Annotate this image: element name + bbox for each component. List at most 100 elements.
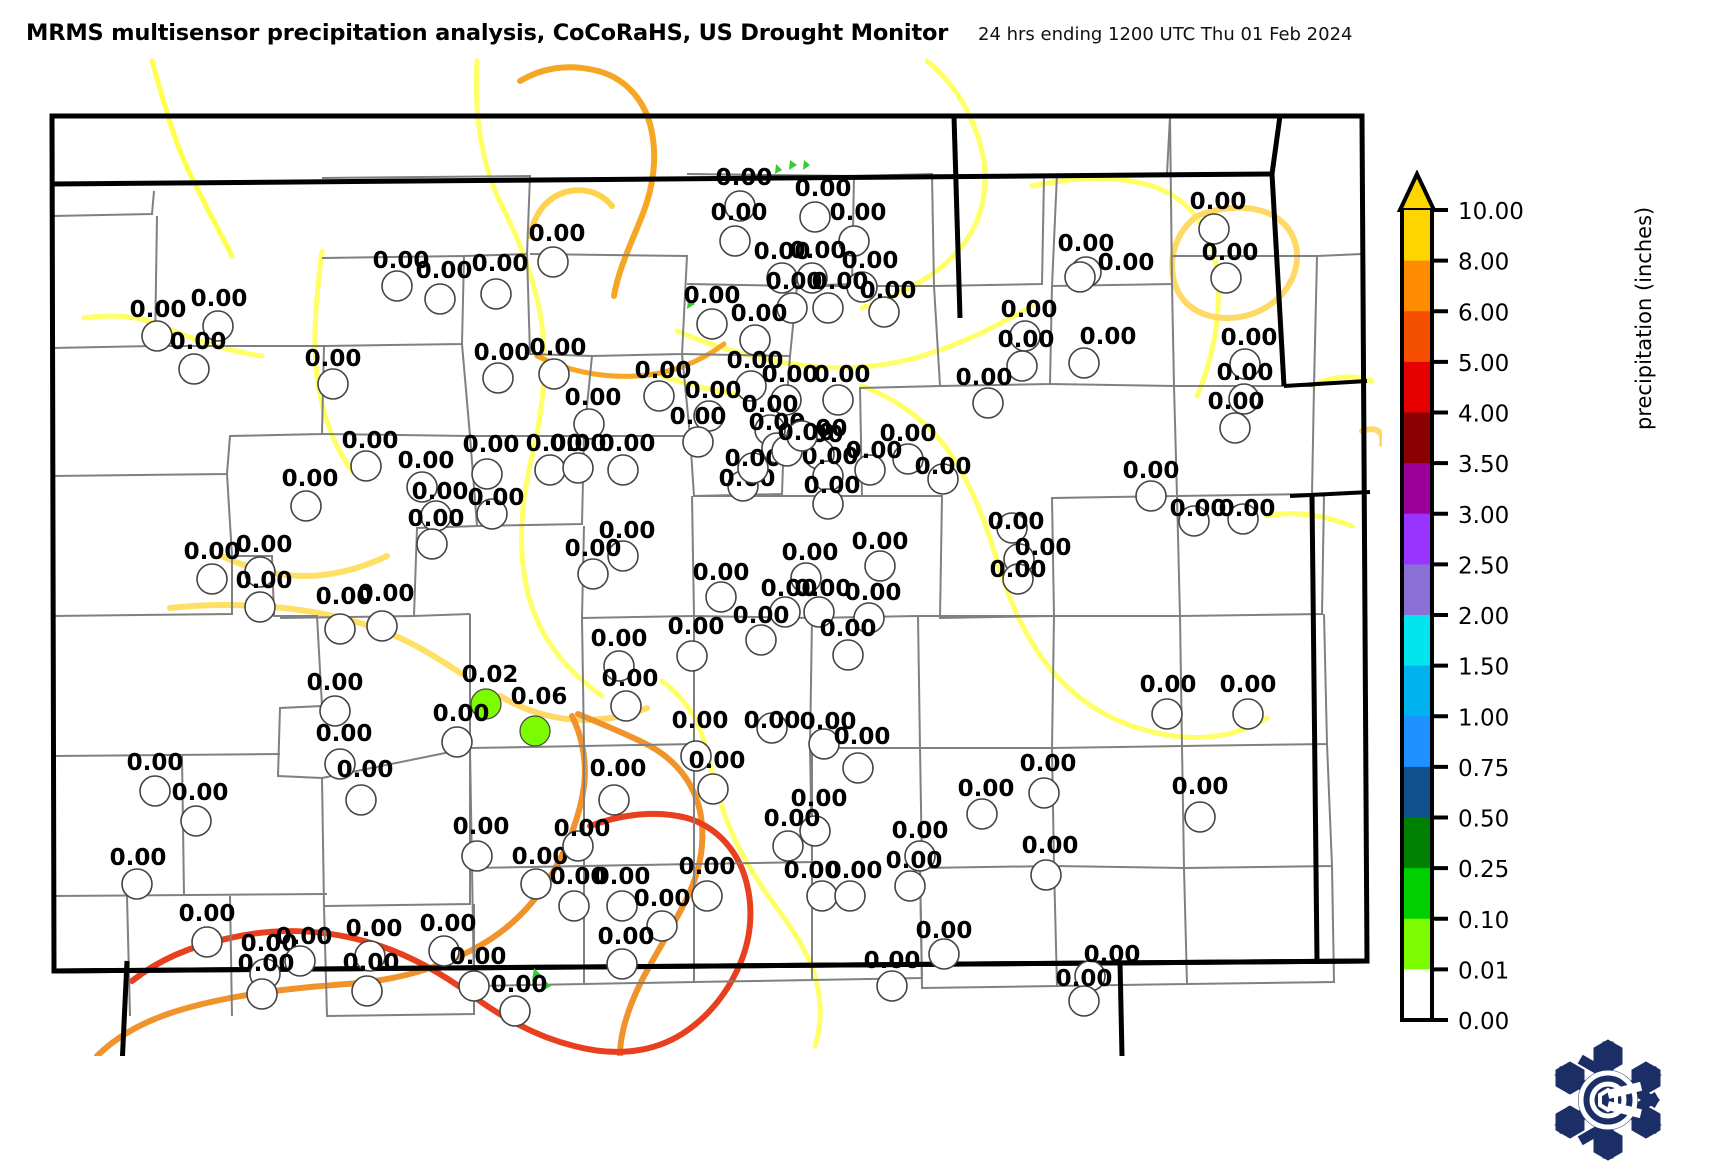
station-marker[interactable]: 0.00 [1064,250,1154,293]
station-dot[interactable] [470,688,502,720]
station-marker[interactable]: 0.00 [110,845,167,900]
station-dot[interactable] [1064,261,1096,293]
station-marker[interactable]: 0.00 [412,479,469,532]
station-dot[interactable] [776,292,808,324]
station-marker[interactable]: 0.00 [305,346,362,400]
station-marker[interactable]: 0.00 [1170,496,1227,537]
station-marker[interactable]: 0.00 [782,540,839,594]
station-dot[interactable] [196,563,228,595]
station-dot[interactable] [606,890,638,922]
station-dot[interactable] [799,201,831,233]
station-dot[interactable] [808,728,840,760]
station-marker[interactable]: 0.00 [711,200,768,257]
station-marker[interactable]: 0.00 [990,557,1047,595]
station-marker[interactable]: 0.00 [1220,672,1277,730]
station-dot[interactable] [1229,348,1261,380]
station-dot[interactable] [1228,383,1260,415]
station-dot[interactable] [697,773,729,805]
station-dot[interactable] [842,752,874,784]
station-dot[interactable] [803,596,835,628]
station-dot[interactable] [737,452,769,484]
station-marker[interactable]: 0.00 [1056,966,1113,1017]
station-marker[interactable]: 0.00 [864,948,921,1002]
station-marker[interactable]: 0.00 [672,708,729,772]
station-dot[interactable] [577,558,609,590]
station-marker[interactable]: 0.00 [845,580,902,634]
station-marker[interactable]: 0.00 [337,757,394,816]
station-dot[interactable] [191,926,223,958]
station-dot[interactable] [696,308,728,340]
station-marker[interactable]: 0.00 [1208,389,1265,444]
station-marker[interactable]: 0.00 [762,362,819,416]
station-marker[interactable]: 0.00 [373,248,430,302]
station-marker[interactable]: 0.00 [565,385,622,440]
station-dot[interactable] [534,454,566,486]
station-dot[interactable] [519,715,551,747]
station-marker[interactable]: 0.00 [316,721,373,780]
station-dot[interactable] [822,384,854,416]
station-marker[interactable]: 0.00 [450,944,507,1002]
station-dot[interactable] [499,995,531,1027]
station-dot[interactable] [424,283,456,315]
station-marker[interactable]: 0.00 [594,864,651,922]
station-observations[interactable]: 0.00 0.00 0.00 0.00 0.00 0.00 0.00 0.00 0.00 0.00… [110,165,1278,1027]
station-marker[interactable]: 0.00 [842,248,899,303]
station-dot[interactable] [1002,563,1034,595]
station-dot[interactable] [290,490,322,522]
station-marker[interactable]: 0.00 [550,864,607,922]
station-marker[interactable]: 0.00 [834,724,891,784]
station-marker[interactable]: 0.00 [127,750,184,807]
station-marker[interactable]: 0.00 [191,286,248,342]
station-dot[interactable] [1227,503,1259,535]
station-dot[interactable] [538,358,570,390]
station-dot[interactable] [480,278,512,310]
station-marker[interactable]: 0.00 [1020,751,1077,809]
station-dot[interactable] [598,784,630,816]
station-dot[interactable] [1006,350,1038,382]
station-dot[interactable] [180,805,212,837]
station-dot[interactable] [682,426,714,458]
station-dot[interactable] [610,690,642,722]
station-dot[interactable] [244,556,276,588]
station-marker[interactable]: 0.00 [778,420,835,452]
station-marker[interactable]: 0.00 [733,603,790,656]
station-marker[interactable]: 0.00 [1068,324,1136,379]
station-marker[interactable]: 0.00 [790,238,847,294]
station-dot[interactable] [1198,213,1230,245]
station-dot[interactable] [354,940,386,972]
station-dot[interactable] [482,362,514,394]
station-dot[interactable] [1068,985,1100,1017]
station-marker[interactable]: 0.00 [830,200,887,257]
station-marker[interactable]: 0.00 [276,924,333,977]
station-marker[interactable]: 0.00 [693,560,750,613]
station-marker[interactable]: 0.00 [307,670,364,727]
station-dot[interactable] [246,978,278,1010]
station-marker[interactable]: 0.00 [915,454,972,495]
station-marker[interactable]: 0.00 [491,972,548,1027]
station-marker[interactable]: 0.00 [184,539,241,595]
station-dot[interactable] [646,910,678,942]
station-marker[interactable]: 0.00 [958,776,1015,830]
station-marker[interactable]: 0.00 [602,666,659,722]
station-dot[interactable] [832,639,864,671]
station-dot[interactable] [745,624,777,656]
station-marker[interactable]: 0.00 [634,886,691,942]
station-dot[interactable] [705,581,737,613]
station-marker[interactable]: 0.00 [731,301,788,356]
station-marker[interactable]: 0.00 [282,466,339,522]
station-marker[interactable]: 0.00 [670,404,727,458]
station-marker[interactable]: 0.00 [800,709,857,760]
station-marker[interactable]: 0.00 [727,348,784,402]
station-marker[interactable]: 0.00 [761,576,818,628]
station-dot[interactable] [719,225,751,257]
station-marker[interactable]: 0.06 [511,684,568,747]
station-dot[interactable] [350,450,382,482]
station-marker[interactable]: 0.00 [468,485,525,530]
station-dot[interactable] [428,935,460,967]
station-marker[interactable]: 0.00 [591,626,648,682]
station-marker[interactable]: 0.00 [1202,240,1259,294]
station-marker[interactable]: 0.00 [398,448,455,503]
station-dot[interactable] [562,452,594,484]
station-dot[interactable] [351,975,383,1007]
station-dot[interactable] [284,945,316,977]
